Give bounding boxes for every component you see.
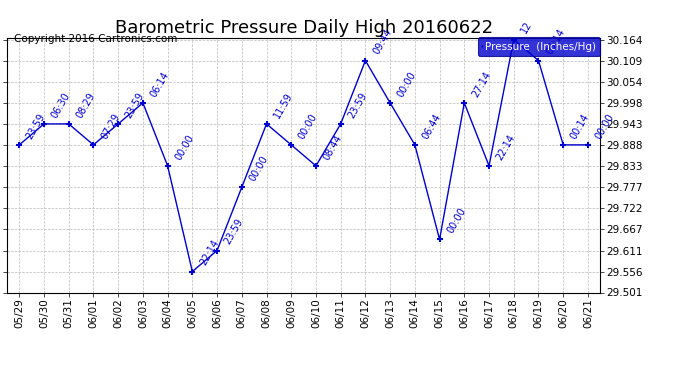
Text: 00:00: 00:00	[593, 112, 616, 141]
Text: 00:00: 00:00	[297, 112, 319, 141]
Text: 22:14: 22:14	[198, 238, 221, 267]
Text: 09:44: 09:44	[371, 27, 393, 56]
Text: 06:30: 06:30	[50, 91, 72, 120]
Text: 06:44: 06:44	[420, 112, 443, 141]
Text: 23:59: 23:59	[124, 90, 146, 120]
Text: 00:00: 00:00	[247, 154, 270, 183]
Text: 22:14: 22:14	[495, 132, 518, 162]
Text: 11:59: 11:59	[272, 91, 295, 120]
Text: 00:00: 00:00	[173, 133, 196, 162]
Text: 23:59: 23:59	[25, 111, 48, 141]
Text: 00:00: 00:00	[445, 206, 468, 235]
Legend: Pressure  (Inches/Hg): Pressure (Inches/Hg)	[478, 38, 600, 56]
Text: Barometric Pressure Daily High 20160622: Barometric Pressure Daily High 20160622	[115, 19, 493, 37]
Text: 08:44: 08:44	[322, 133, 344, 162]
Text: 12: 12	[520, 20, 534, 35]
Text: 08:29: 08:29	[75, 91, 97, 120]
Text: 07:29: 07:29	[99, 111, 121, 141]
Text: 05:14: 05:14	[544, 27, 566, 56]
Text: 00:00: 00:00	[395, 70, 418, 99]
Text: 00:14: 00:14	[569, 112, 591, 141]
Text: 06:14: 06:14	[148, 70, 171, 99]
Text: 23:59: 23:59	[346, 90, 369, 120]
Text: Copyright 2016 Cartronics.com: Copyright 2016 Cartronics.com	[14, 34, 177, 44]
Text: 23:59: 23:59	[223, 217, 245, 246]
Text: 27:14: 27:14	[470, 69, 493, 99]
